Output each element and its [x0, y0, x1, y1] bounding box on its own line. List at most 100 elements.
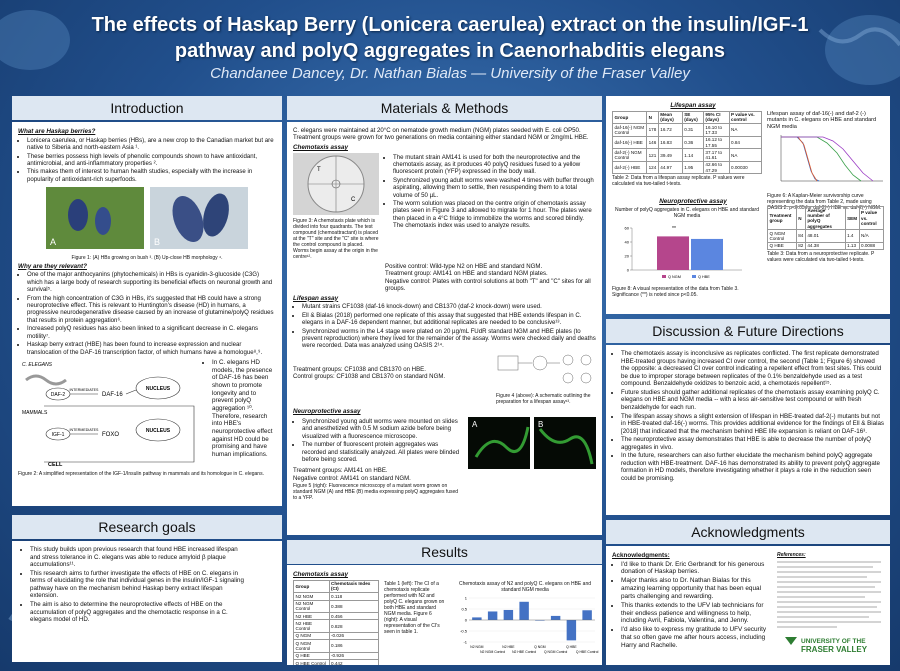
- bullet: Lonicera caerulea, or Haskap berries (HB…: [27, 137, 276, 152]
- table-cell: 16.12 to 17.55: [702, 135, 730, 150]
- acknowledgments-panel: Acknowledgments: I'd like to thank Dr. E…: [606, 546, 890, 665]
- bullet: From the high concentration of C3G in HB…: [27, 295, 276, 325]
- section-heading: Results: [287, 540, 602, 564]
- table-cell: 82: [795, 241, 806, 251]
- plate: [580, 354, 592, 366]
- subheading: Neuroprotective assay: [293, 408, 361, 416]
- title-line: pathway and polyQ aggregates in Caenorha…: [174, 40, 726, 62]
- bar: [472, 617, 482, 620]
- y-tick-label: 20: [625, 254, 630, 259]
- x-tick-label: N2 NGM Control: [480, 650, 505, 654]
- table-cell: 0.118: [328, 592, 380, 601]
- table-cell: 0.186: [328, 639, 380, 653]
- table-cell: 44.97: [657, 160, 683, 175]
- text-line: Negative control: Plates with control so…: [385, 277, 591, 293]
- table-cell: N2 NGM: [293, 592, 330, 601]
- text-line: Positive control: Wild-type N2 on HBE an…: [385, 262, 543, 270]
- data-table: Treatment group N Average number of polyQ …: [767, 206, 885, 251]
- bullet: This research aims to further investigat…: [30, 570, 246, 600]
- y-tick-label: 40: [625, 240, 630, 245]
- line-list: Treatment groups: AM141 on HBE. Negative …: [293, 467, 463, 482]
- table-header-cell: Group: [611, 110, 648, 125]
- bar: [535, 619, 545, 621]
- section-heading: Research goals: [12, 515, 282, 539]
- table-header-cell: 95% CI (days): [702, 110, 730, 125]
- table-cell: 16.72: [657, 123, 683, 137]
- photo-detail: [203, 193, 229, 237]
- data-table: Group Chemotaxis Index (CI) N2 NGM 0.118 N2 …: [293, 579, 380, 665]
- subheading: Why are they relevant?: [18, 262, 87, 270]
- table-header-cell: Chemotaxis Index (CI): [328, 579, 380, 594]
- diagram-label: DAF-16: [102, 392, 123, 398]
- table-cell: daf-16(-) HBE: [611, 135, 648, 150]
- bullet: Synchronized worms in the L4 stage were …: [302, 328, 596, 350]
- table-header-cell: Average number of polyQ aggregates: [804, 206, 846, 231]
- bar: [582, 609, 592, 620]
- table-holder: Group N Mean (days) SE (days) 95% CI (days) P…: [611, 110, 763, 175]
- diagram-label: INTERMEDIATES: [70, 388, 99, 392]
- text-line: Treatment groups: CF1038 and CB1370 on H…: [293, 365, 426, 373]
- cell-outline: [44, 405, 195, 463]
- diagram-label: DAF-2: [51, 392, 66, 398]
- table-cell: -0.026: [328, 631, 380, 641]
- table-cell: 121: [646, 148, 659, 162]
- table-cell: 0.31: [681, 123, 704, 137]
- table-header-cell: P value vs. control: [728, 110, 763, 125]
- legend-swatch: [692, 275, 696, 279]
- bullet: The mutant strain AM141 is used for both…: [393, 154, 596, 176]
- bullet-list: Synchronized young adult worms were moun…: [293, 418, 463, 464]
- table-row: N2 HBE 0.456: [293, 612, 380, 621]
- bullet: Synchronized young adult worms were moun…: [302, 418, 463, 440]
- survival-chart: [780, 135, 883, 182]
- data-table: Group N Mean (days) SE (days) 95% CI (days) P…: [611, 110, 763, 175]
- table-header-cell: N: [795, 206, 806, 231]
- worm-icon: [25, 374, 67, 386]
- bullet-list: I'd like to thank Dr. Eric Gerbrandt for…: [612, 561, 772, 650]
- bullet: Future studies should gather additional …: [621, 389, 884, 412]
- caption: Figure 4 (above): A schematic outlining …: [496, 393, 591, 406]
- table-cell: daf-16(-) NGM Control: [611, 123, 648, 137]
- bullet: This study builds upon previous research…: [30, 546, 246, 569]
- significance-mark: **: [672, 226, 676, 232]
- diagram-label: CELL: [48, 462, 63, 468]
- table-cell: 0.36: [681, 135, 704, 150]
- plate-label: C: [351, 197, 356, 203]
- caption: Table 3: Data from a neuroprotective rep…: [767, 251, 875, 264]
- aggregate-chart: 0 20 40 60 Q NGM Q HBE **: [625, 226, 742, 279]
- legend-swatch: [662, 275, 666, 279]
- figure-1: A B: [46, 187, 248, 250]
- paragraph: C. elegans were maintained at 20°C on ne…: [293, 127, 589, 142]
- x-tick-label: Q HBE: [566, 645, 577, 649]
- arrow: [125, 389, 137, 395]
- table-cell: 42.66 to 47.29: [702, 160, 730, 175]
- table-cell: 1.13: [844, 241, 860, 251]
- photo-label: A: [50, 237, 56, 247]
- bullet: I'd also like to express my gratitude to…: [621, 626, 772, 649]
- table-cell: NA: [728, 123, 763, 137]
- bullet: This makes them of interest to human hea…: [27, 168, 276, 183]
- table-holder: Group Chemotaxis Index (CI) N2 NGM 0.118 N2 …: [293, 579, 380, 665]
- bullet: The worm solution was placed on the cent…: [393, 200, 596, 230]
- chart-title: Chemotaxis assay of N2 and polyQ C. eleg…: [458, 580, 592, 593]
- table-cell: daf-2(-) HBE: [611, 160, 648, 175]
- table-cell: 178: [646, 123, 659, 137]
- introduction-panel: What are Haskap berries? Lonicera caerul…: [12, 122, 282, 506]
- survival-curve: [781, 136, 818, 182]
- y-tick-label: 1: [465, 595, 468, 600]
- caption: Figure 5 (right): Fluorescence microscop…: [293, 483, 459, 502]
- subheading: Chemotaxis assay: [293, 143, 348, 151]
- table-cell: 16.10 to 17.33: [702, 123, 730, 137]
- table-row: Q HBE 82 44.38 1.13 0.0088: [767, 241, 885, 251]
- bar: [503, 609, 514, 620]
- y-tick-label: -1: [463, 639, 467, 644]
- table-row: N2 NGM Control 0.388: [293, 599, 380, 614]
- legend-label: Q NGM: [668, 275, 681, 279]
- worm-fluorescence: [538, 428, 594, 465]
- micrograph-label: A: [472, 420, 478, 429]
- chart-title: Number of polyQ aggregates in C. elegans…: [615, 207, 759, 220]
- x-tick-label: Q NGM: [534, 645, 546, 649]
- table-cell: 39.49: [657, 148, 683, 162]
- plate: [532, 355, 548, 371]
